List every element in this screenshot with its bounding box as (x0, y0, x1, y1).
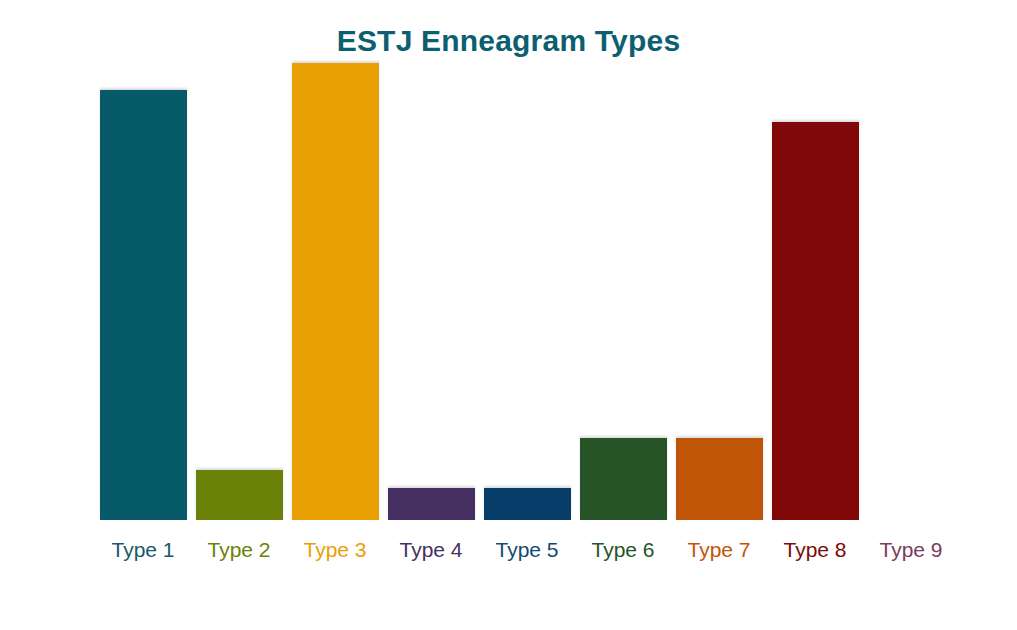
bar-column-type-3 (287, 63, 383, 520)
x-axis-label-type-2: Type 2 (191, 538, 287, 562)
bar-column-type-5 (479, 63, 575, 520)
bar-column-type-2 (191, 63, 287, 520)
bar-type-7 (676, 438, 763, 520)
x-axis-labels: Type 1Type 2Type 3Type 4Type 5Type 6Type… (95, 538, 959, 562)
x-axis-label-type-7: Type 7 (671, 538, 767, 562)
bar-type-6 (580, 438, 667, 520)
bar-type-4 (388, 488, 475, 520)
bar-column-type-6 (575, 63, 671, 520)
x-axis-label-type-6: Type 6 (575, 538, 671, 562)
x-axis-label-type-3: Type 3 (287, 538, 383, 562)
bar-column-type-7 (671, 63, 767, 520)
bar-column-type-9 (863, 63, 959, 520)
bar-type-1 (100, 90, 187, 520)
bar-type-8 (772, 122, 859, 520)
bar-type-2 (196, 470, 283, 520)
chart-canvas: ESTJ Enneagram Types Type 1Type 2Type 3T… (0, 0, 1017, 630)
x-axis-label-type-9: Type 9 (863, 538, 959, 562)
x-axis-label-type-1: Type 1 (95, 538, 191, 562)
bar-column-type-4 (383, 63, 479, 520)
x-axis-label-type-8: Type 8 (767, 538, 863, 562)
x-axis-label-type-5: Type 5 (479, 538, 575, 562)
bar-type-5 (484, 488, 571, 520)
bar-chart-plot-area (95, 63, 959, 520)
chart-title: ESTJ Enneagram Types (0, 24, 1017, 58)
bar-type-3 (292, 63, 379, 520)
bar-column-type-1 (95, 63, 191, 520)
bar-column-type-8 (767, 63, 863, 520)
x-axis-label-type-4: Type 4 (383, 538, 479, 562)
